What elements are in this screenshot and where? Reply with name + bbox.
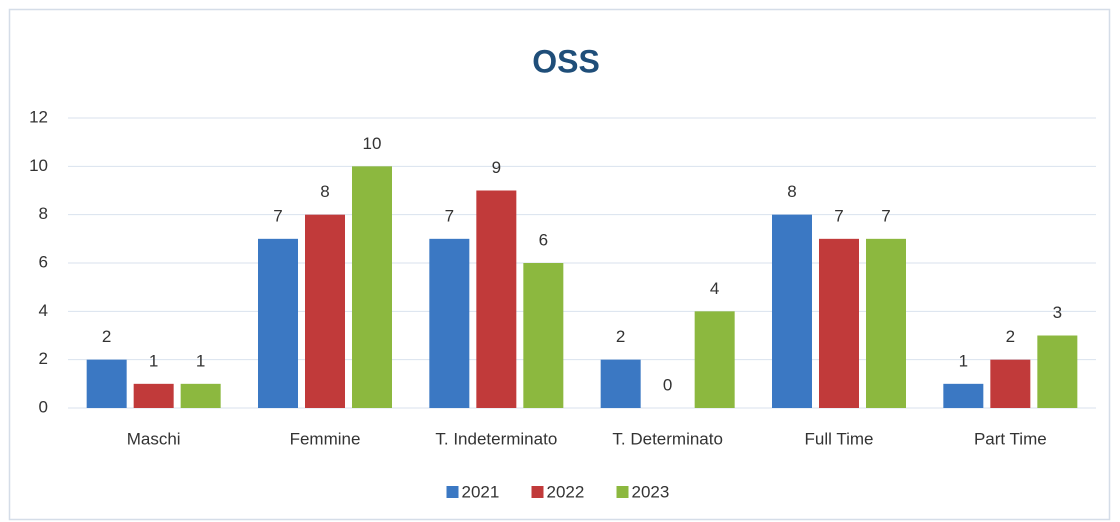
x-tick-label: T. Indeterminato [435,429,557,448]
x-tick-label: T. Determinato [612,429,723,448]
y-tick-label: 12 [29,107,48,126]
bar [258,238,298,408]
x-tick-label: Maschi [127,429,181,448]
data-label: 10 [363,134,382,153]
y-tick-label: 10 [29,156,48,175]
y-tick-label: 6 [39,252,48,271]
bar [180,383,221,408]
data-label: 1 [959,351,968,370]
data-label: 2 [102,327,111,346]
x-tick-label: Femmine [290,429,361,448]
bar [523,263,564,408]
bar [600,359,641,408]
legend-swatch [446,486,459,498]
bar [772,214,812,408]
bar [694,311,735,408]
bar [943,383,984,408]
data-label: 2 [616,327,625,346]
bar [1037,335,1078,408]
data-label: 7 [881,206,890,225]
bar [86,359,127,408]
legend-swatch [616,486,629,498]
data-label: 2 [1006,327,1015,346]
data-label: 7 [273,206,282,225]
legend-label: 2022 [547,482,585,501]
x-tick-label: Part Time [974,429,1047,448]
y-tick-label: 2 [39,349,48,368]
chart-title: OSS [532,43,600,79]
bar [476,190,517,408]
bar [990,359,1031,408]
data-label: 1 [149,351,158,370]
data-label: 0 [663,375,672,394]
data-label: 6 [539,230,548,249]
data-label: 8 [320,182,329,201]
data-label: 1 [196,351,205,370]
x-tick-label: Full Time [805,429,874,448]
legend-label: 2021 [462,482,500,501]
bar [133,383,174,408]
bar [305,214,345,408]
bar [429,238,470,408]
y-tick-label: 8 [39,204,48,223]
data-label: 3 [1053,303,1062,322]
data-label: 7 [445,206,454,225]
bar [866,238,906,408]
legend-label: 2023 [632,482,670,501]
data-label: 9 [492,158,501,177]
data-label: 7 [834,206,843,225]
y-tick-label: 0 [39,397,48,416]
legend-swatch [531,486,544,498]
bar [352,166,392,408]
data-label: 8 [787,182,796,201]
data-label: 4 [710,279,719,298]
bar [819,238,859,408]
y-tick-label: 4 [39,301,48,320]
